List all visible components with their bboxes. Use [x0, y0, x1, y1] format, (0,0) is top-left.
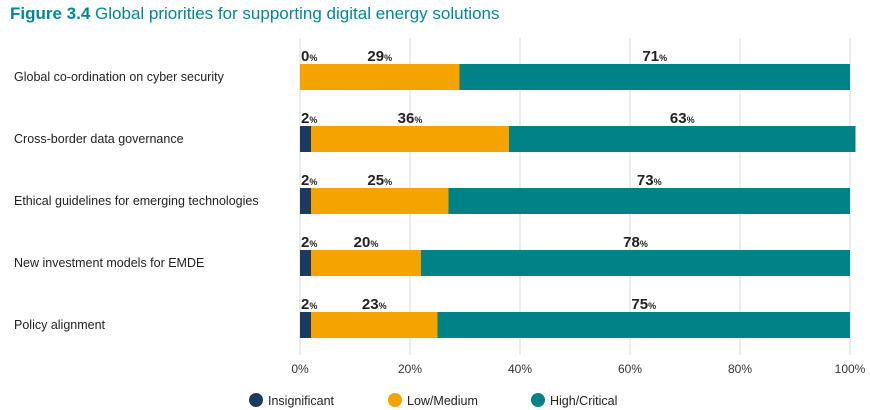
- bar-segment: [437, 312, 850, 338]
- bar-segment: [300, 188, 311, 214]
- category-label: Global co-ordination on cyber security: [14, 70, 225, 84]
- value-label: 2%: [301, 234, 317, 251]
- x-tick-label: 80%: [728, 362, 752, 376]
- value-label: 78%: [623, 234, 648, 251]
- x-tick-label: 100%: [835, 362, 866, 376]
- bar-segment: [300, 126, 311, 152]
- value-label: 0%: [301, 48, 317, 65]
- value-label: 73%: [637, 172, 662, 189]
- bar-segment: [448, 188, 850, 214]
- legend-label: High/Critical: [550, 394, 617, 408]
- value-label: 71%: [642, 48, 667, 65]
- value-label: 29%: [367, 48, 392, 65]
- legend-marker: [388, 393, 402, 407]
- bar-segment: [300, 64, 460, 90]
- bar-segment: [311, 188, 449, 214]
- x-tick-label: 0%: [291, 362, 309, 376]
- bar-segment: [300, 312, 311, 338]
- value-label: 2%: [301, 172, 317, 189]
- x-tick-label: 40%: [508, 362, 532, 376]
- bar-segment: [311, 126, 509, 152]
- value-label: 63%: [670, 110, 695, 127]
- category-label: New investment models for EMDE: [14, 256, 204, 270]
- value-label: 25%: [367, 172, 392, 189]
- legend-marker: [249, 393, 263, 407]
- category-label: Cross-border data governance: [14, 132, 184, 146]
- category-label: Policy alignment: [14, 318, 106, 332]
- figure-number: Figure 3.4: [10, 4, 91, 23]
- value-label: 2%: [301, 296, 317, 313]
- x-tick-label: 20%: [398, 362, 422, 376]
- legend-label: Low/Medium: [407, 394, 478, 408]
- value-label: 36%: [398, 110, 423, 127]
- value-label: 23%: [362, 296, 387, 313]
- value-label: 20%: [354, 234, 379, 251]
- bar-segment: [459, 64, 850, 90]
- x-tick-label: 60%: [618, 362, 642, 376]
- bar-segment: [509, 126, 856, 152]
- bar-segment: [421, 250, 850, 276]
- category-label: Ethical guidelines for emerging technolo…: [14, 194, 259, 208]
- legend-marker: [531, 393, 545, 407]
- bar-segment: [300, 250, 311, 276]
- bar-segment: [311, 312, 438, 338]
- value-label: 75%: [631, 296, 656, 313]
- value-label: 2%: [301, 110, 317, 127]
- chart-title: Figure 3.4 Global priorities for support…: [10, 4, 500, 24]
- figure-title-text: Global priorities for supporting digital…: [95, 4, 500, 23]
- legend-label: Insignificant: [268, 394, 335, 408]
- bar-segment: [311, 250, 421, 276]
